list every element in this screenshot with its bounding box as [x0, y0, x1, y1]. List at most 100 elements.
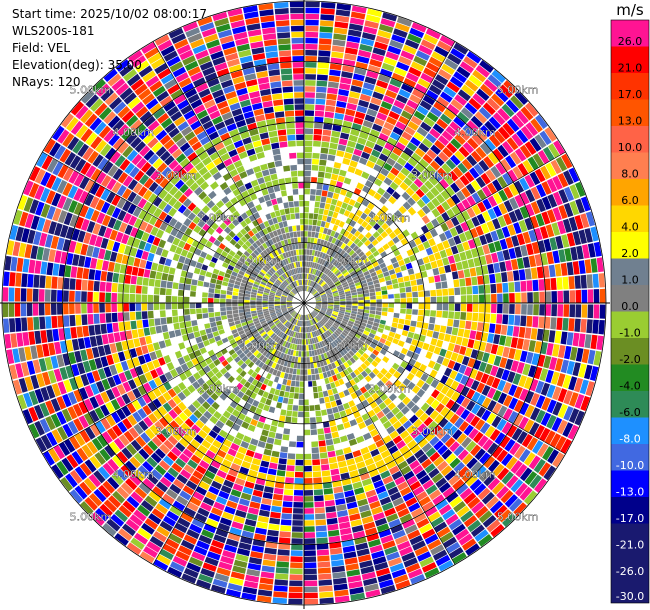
gate-cell	[491, 446, 504, 459]
gate-cell	[409, 535, 424, 546]
gate-cell	[392, 283, 399, 289]
gate-cell	[391, 568, 407, 579]
gate-cell	[295, 274, 298, 280]
gate-cell	[208, 298, 214, 303]
gate-cell	[502, 122, 515, 136]
gate-cell	[188, 375, 197, 384]
gate-cell	[298, 267, 301, 274]
gate-cell	[204, 556, 219, 567]
gate-cell	[315, 513, 326, 520]
gate-cell	[149, 244, 158, 254]
gate-cell	[400, 360, 408, 369]
gate-cell	[495, 89, 509, 103]
gate-cell	[265, 351, 271, 358]
gate-cell	[223, 158, 233, 167]
gate-cell	[429, 489, 442, 501]
gate-cell	[178, 255, 186, 264]
gate-cell	[476, 394, 486, 406]
gate-cell	[155, 271, 163, 280]
gate-cell	[310, 255, 314, 262]
gate-cell	[89, 117, 102, 131]
gate-cell	[374, 356, 382, 364]
gate-cell	[315, 189, 322, 196]
gate-cell	[444, 410, 455, 421]
gate-cell	[339, 324, 346, 329]
gate-cell	[150, 452, 162, 464]
gate-cell	[308, 313, 312, 319]
gate-cell	[503, 80, 518, 94]
gate-cell	[383, 95, 395, 105]
gate-cell	[133, 532, 149, 545]
gate-cell	[242, 67, 255, 76]
gate-cell	[20, 288, 27, 302]
gate-cell	[235, 432, 245, 441]
gate-cell	[500, 490, 514, 504]
gate-cell	[369, 342, 377, 349]
gate-cell	[248, 278, 255, 284]
gate-cell	[425, 133, 437, 144]
gate-cell	[513, 180, 525, 194]
gate-cell	[318, 165, 326, 172]
gate-cell	[240, 282, 247, 288]
gate-cell	[445, 219, 455, 229]
gate-cell	[488, 116, 501, 130]
gate-cell	[317, 434, 325, 441]
gate-cell	[266, 329, 273, 335]
gate-cell	[320, 320, 325, 325]
gate-cell	[321, 366, 326, 373]
gate-cell	[263, 106, 274, 114]
gate-cell	[300, 357, 304, 363]
gate-cell	[294, 104, 304, 110]
gate-cell	[177, 168, 187, 179]
gate-cell	[428, 56, 443, 68]
gate-cell	[140, 432, 151, 444]
gate-cell	[68, 240, 77, 253]
gate-cell	[459, 175, 470, 186]
gate-cell	[198, 151, 209, 161]
gate-cell	[308, 267, 312, 274]
gate-cell	[304, 556, 317, 563]
gate-cell	[551, 222, 561, 236]
gate-cell	[312, 459, 321, 466]
gate-cell	[416, 518, 430, 529]
gate-cell	[100, 271, 108, 282]
gate-cell	[56, 179, 68, 194]
gate-cell	[385, 440, 395, 449]
gate-cell	[198, 480, 210, 491]
gate-cell	[415, 408, 425, 418]
gate-cell	[401, 110, 413, 120]
gate-cell	[372, 250, 380, 257]
gate-cell	[400, 264, 407, 272]
gate-cell	[474, 465, 487, 478]
gate-cell	[199, 22, 215, 32]
gate-cell	[318, 279, 323, 285]
gate-cell	[262, 100, 273, 108]
gate-cell	[277, 421, 285, 428]
gate-cell	[195, 336, 203, 344]
gate-cell	[149, 351, 158, 361]
gate-cell	[165, 295, 172, 303]
gate-cell	[223, 246, 231, 254]
gate-cell	[185, 480, 198, 491]
gate-cell	[447, 237, 456, 247]
gate-cell	[471, 133, 484, 146]
gate-cell	[309, 356, 313, 363]
gate-cell	[103, 366, 112, 378]
gate-cell	[62, 197, 73, 211]
gate-cell	[135, 294, 142, 303]
gate-cell	[217, 127, 228, 136]
gate-cell	[107, 217, 117, 229]
gate-cell	[70, 101, 85, 116]
gate-cell	[197, 219, 206, 228]
gate-cell	[219, 517, 232, 527]
gate-cell	[291, 544, 303, 550]
gate-cell	[36, 373, 46, 388]
gate-cell	[428, 84, 442, 96]
gate-cell	[374, 178, 383, 187]
gate-cell	[66, 252, 74, 265]
gate-cell	[289, 323, 293, 330]
gate-cell	[28, 423, 40, 439]
gate-cell	[166, 510, 180, 522]
gate-cell	[241, 592, 257, 601]
gate-cell	[430, 160, 441, 171]
